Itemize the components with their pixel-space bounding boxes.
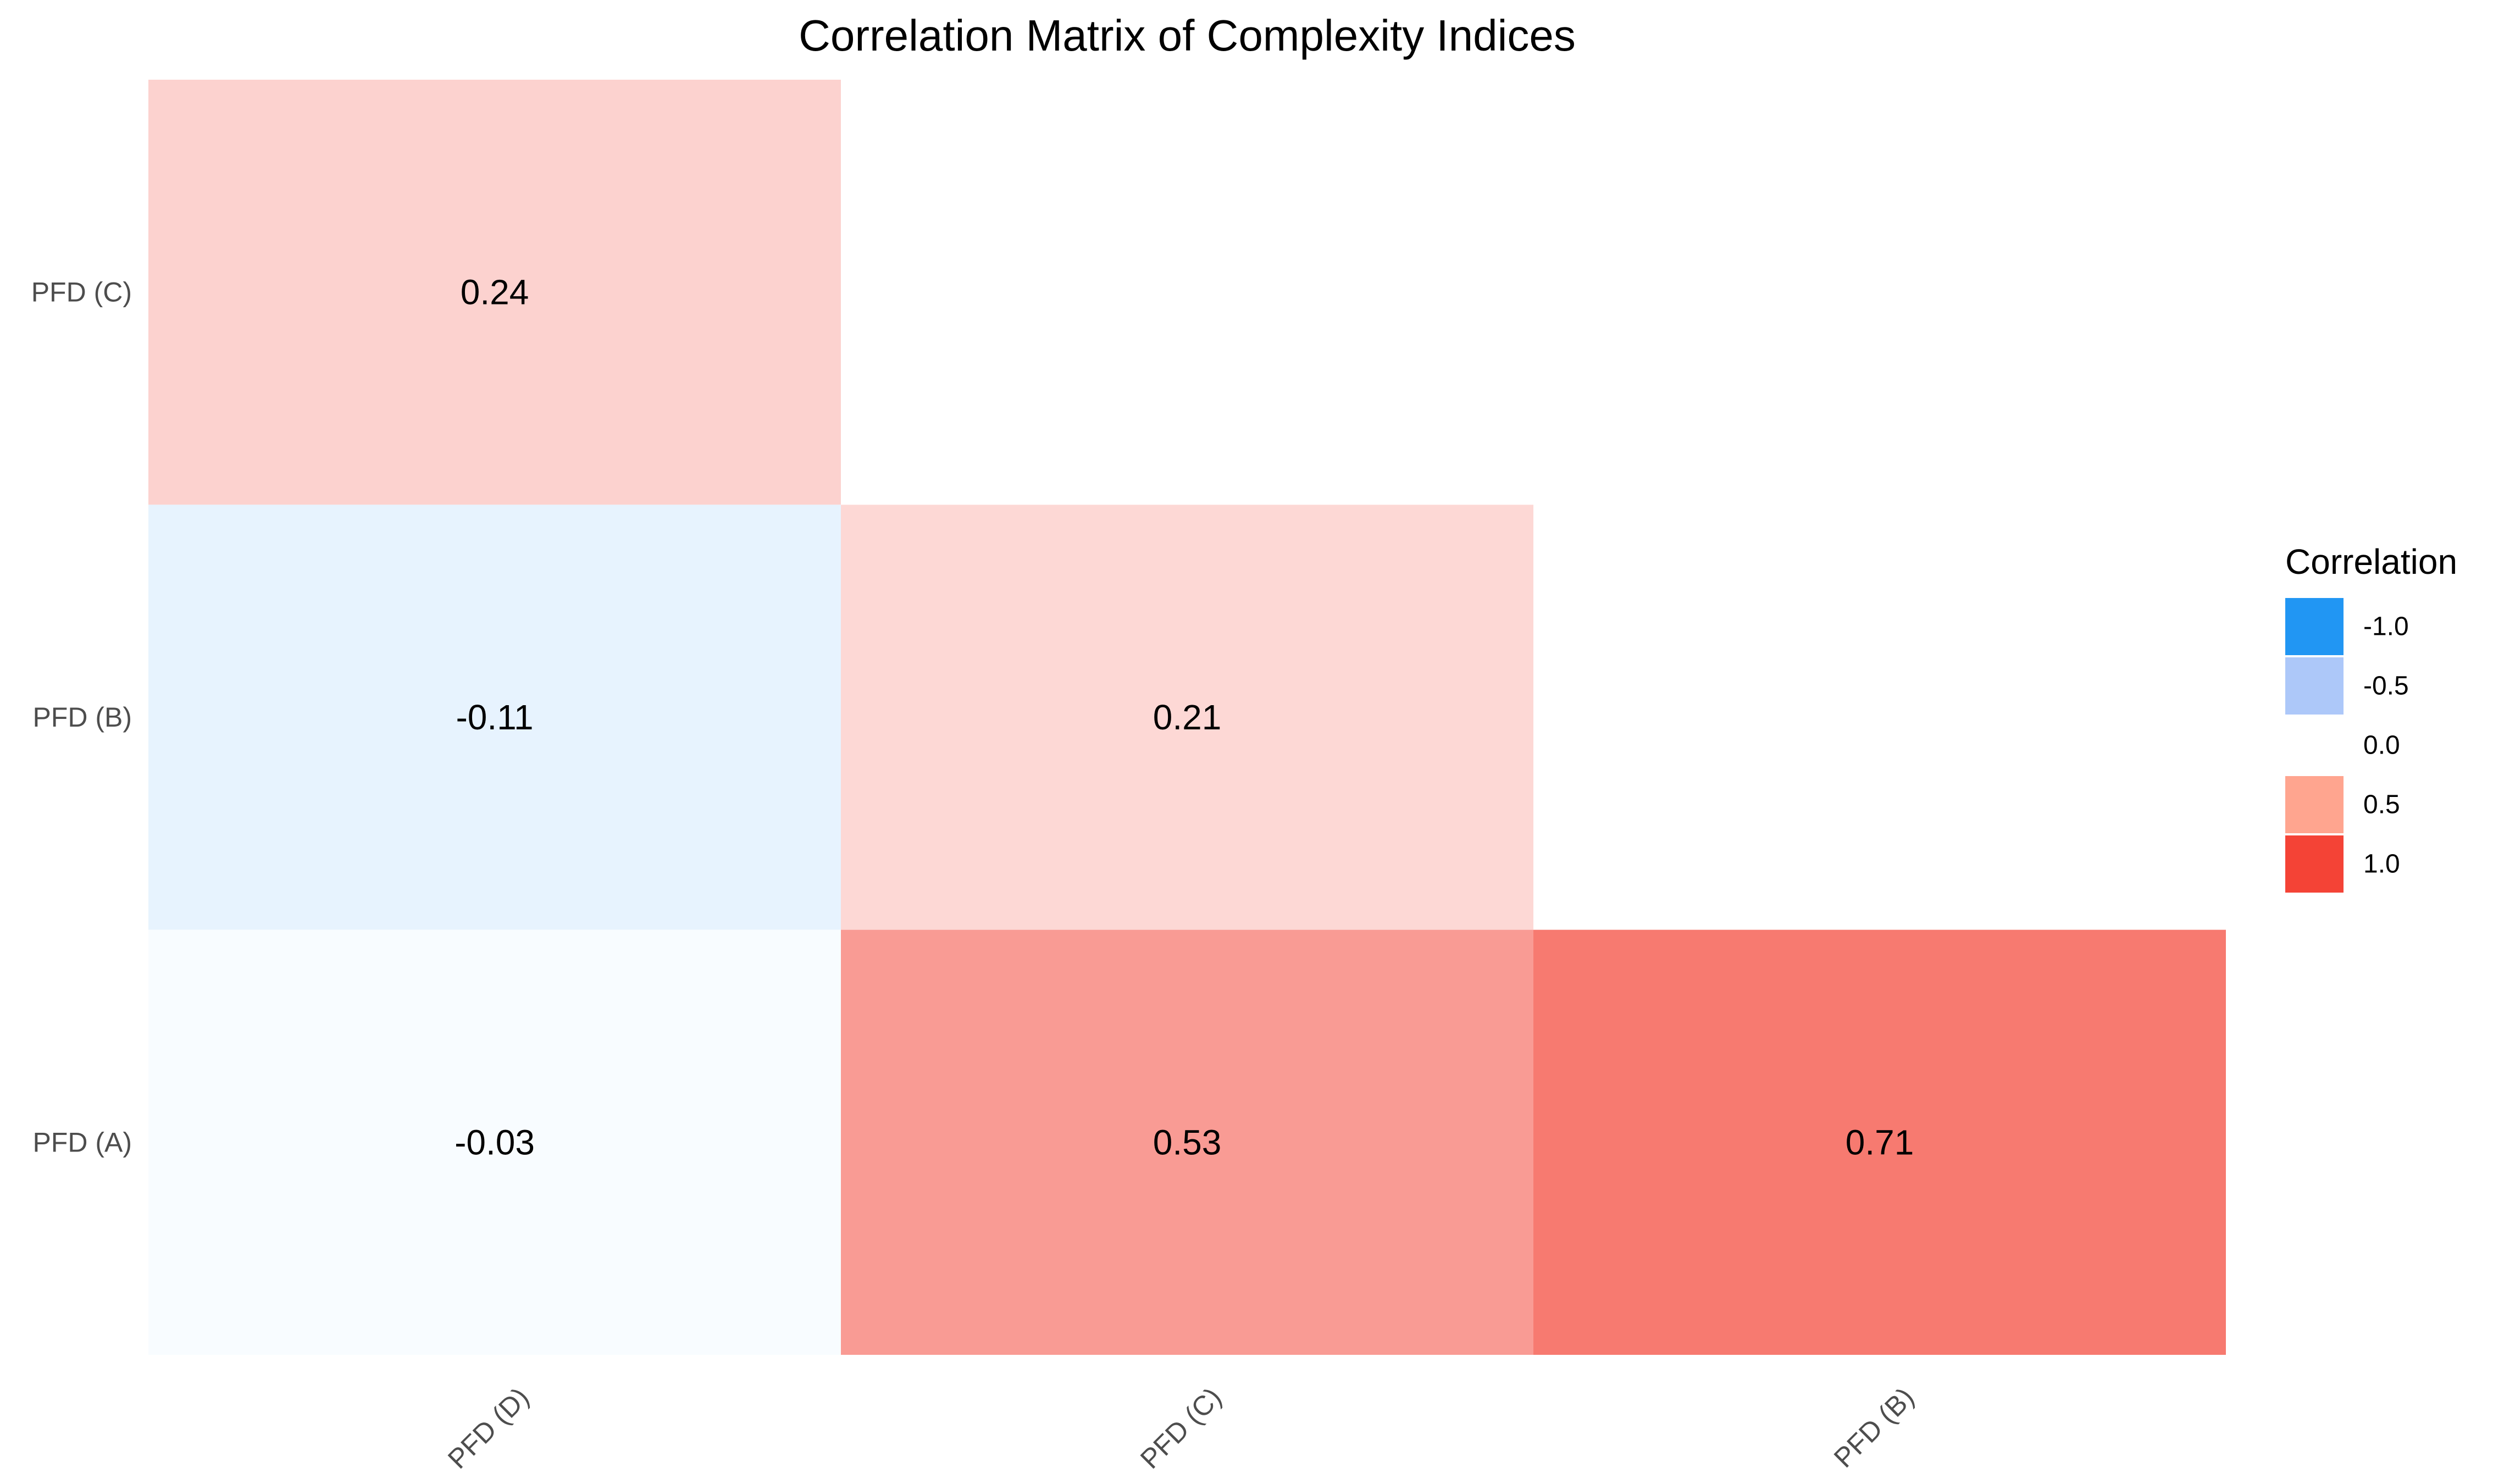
heatmap-cell-labels: 0.24 -0.11 0.21 -0.03 0.53 0.71	[455, 273, 1914, 1162]
legend-entries: -1.0 -0.5 0.0 0.5 1.0	[2285, 598, 2409, 893]
y-tick-label: PFD (B)	[32, 702, 132, 733]
x-tick-label: PFD (B)	[1828, 1382, 1920, 1474]
legend: Correlation -1.0 -0.5 0.0 0.5 1.0	[2285, 542, 2457, 893]
cell-value-label: 0.24	[461, 273, 529, 312]
cell-value-label: 0.21	[1153, 697, 1222, 737]
cell-value-label: 0.71	[1846, 1122, 1914, 1162]
cell-value-label: -0.03	[455, 1122, 535, 1162]
x-axis-tick-labels: PFD (D) PFD (C) PFD (B)	[442, 1382, 1920, 1475]
heatmap-cell-pfd-d-pfd-a	[148, 929, 841, 1355]
heatmap-cell-pfd-c-pfd-a	[841, 929, 1533, 1355]
heatmap-cell-pfd-b-pfd-a	[1533, 929, 2226, 1355]
x-tick-label: PFD (C)	[1134, 1382, 1227, 1475]
heatmap-cells	[148, 80, 2226, 1355]
cell-value-label: 0.53	[1153, 1122, 1222, 1162]
legend-title: Correlation	[2285, 542, 2457, 582]
legend-swatch	[2285, 598, 2344, 655]
legend-label: 0.5	[2363, 790, 2400, 819]
x-tick-label: PFD (D)	[442, 1382, 535, 1475]
y-tick-label: PFD (A)	[32, 1127, 132, 1158]
legend-label: -0.5	[2363, 672, 2409, 701]
y-axis-tick-labels: PFD (C) PFD (B) PFD (A)	[31, 277, 132, 1158]
legend-label: 0.0	[2363, 731, 2400, 760]
legend-swatch	[2285, 835, 2344, 893]
heatmap-cell-pfd-d-pfd-b	[148, 505, 841, 930]
heatmap-cell-pfd-d-pfd-c	[148, 80, 841, 505]
legend-label: 1.0	[2363, 850, 2400, 879]
y-tick-label: PFD (C)	[31, 277, 132, 308]
legend-label: -1.0	[2363, 612, 2409, 641]
legend-swatch	[2285, 657, 2344, 715]
legend-swatch	[2285, 717, 2344, 774]
heatmap-cell-pfd-c-pfd-b	[841, 505, 1533, 930]
legend-swatch	[2285, 776, 2344, 833]
chart-title: Correlation Matrix of Complexity Indices	[799, 11, 1576, 60]
cell-value-label: -0.11	[456, 697, 533, 737]
